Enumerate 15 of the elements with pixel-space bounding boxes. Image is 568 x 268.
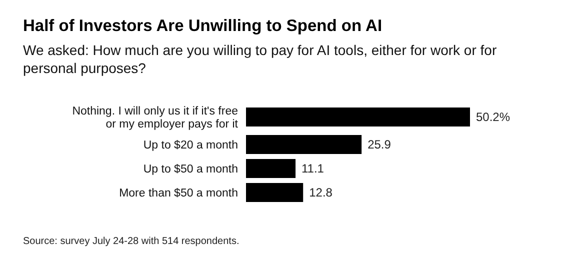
y-tick-label: Up to $50 a month xyxy=(143,164,238,176)
y-tick-label: Up to $20 a month xyxy=(143,140,238,152)
chart-subtitle: We asked: How much are you willing to pay for AI tools, either for work or for personal purposes? xyxy=(23,42,497,76)
data-label: 12.8 xyxy=(309,186,333,200)
bar xyxy=(246,108,470,126)
chart-title: Half of Investors Are Unwilling to Spend on AI xyxy=(23,17,382,35)
bar xyxy=(246,135,362,154)
y-tick-label: More than $50 a month xyxy=(119,188,238,200)
bar xyxy=(246,159,296,178)
bar xyxy=(246,183,304,202)
y-tick-label: Nothing. I will only us it if it's free or my employer pays for it xyxy=(72,106,239,130)
data-label: 25.9 xyxy=(368,138,392,152)
data-label: 50.2% xyxy=(476,110,510,124)
data-label: 11.1 xyxy=(302,162,324,176)
source-note: Source: survey July 24-28 with 514 respondents. xyxy=(23,236,240,247)
